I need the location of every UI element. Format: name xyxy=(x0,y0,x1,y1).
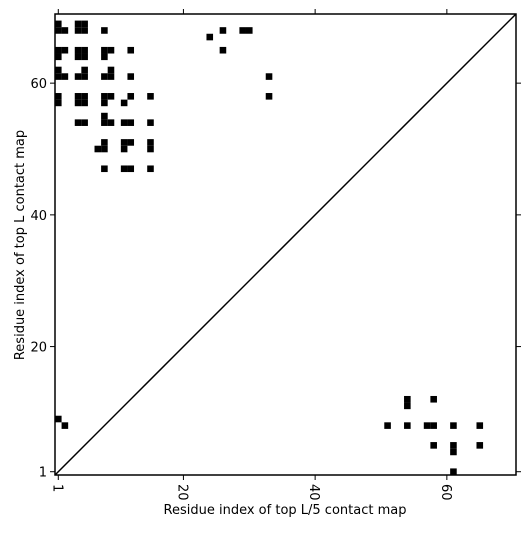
contact-point xyxy=(101,139,108,146)
x-tick-label: 1 xyxy=(49,484,64,492)
contact-point xyxy=(404,422,411,429)
contact-point xyxy=(147,93,154,100)
contact-point xyxy=(81,99,88,107)
contact-point xyxy=(107,66,115,74)
contact-point xyxy=(55,73,62,80)
contact-point xyxy=(430,395,437,403)
x-axis-label: Residue index of top L/5 contact map xyxy=(164,503,407,518)
contact-point xyxy=(74,27,82,34)
contact-point xyxy=(55,46,62,54)
contact-point xyxy=(404,402,411,410)
contact-point xyxy=(101,119,108,126)
y-axis-label: Residue index of top L contact map xyxy=(13,130,28,360)
contact-point xyxy=(147,139,154,146)
contact-point xyxy=(55,27,62,34)
contact-point xyxy=(61,73,69,80)
y-tick-label: 60 xyxy=(30,77,47,92)
contact-point xyxy=(127,139,135,146)
contact-point xyxy=(127,93,135,100)
x-tick-label: 60 xyxy=(438,484,453,501)
contact-point xyxy=(450,442,457,449)
contact-point xyxy=(61,422,69,429)
contact-point xyxy=(450,422,457,429)
contact-point xyxy=(120,139,128,146)
contact-point xyxy=(81,20,88,28)
contact-point xyxy=(101,99,108,107)
contact-point xyxy=(450,468,457,475)
contact-point xyxy=(61,46,69,54)
contact-point xyxy=(450,448,457,456)
contact-point xyxy=(107,93,115,100)
contact-point xyxy=(219,46,227,54)
contact-point xyxy=(74,20,82,28)
contact-point xyxy=(384,422,391,429)
contact-point xyxy=(430,442,437,449)
contact-point xyxy=(101,73,108,80)
contact-point xyxy=(127,46,135,54)
contact-point xyxy=(423,422,431,429)
contact-point xyxy=(127,165,135,173)
contact-point xyxy=(265,93,273,100)
contact-point xyxy=(120,145,128,153)
contact-point xyxy=(101,27,108,34)
contact-point xyxy=(107,46,115,54)
contact-point xyxy=(147,145,154,153)
contact-point xyxy=(55,66,62,74)
contact-point xyxy=(74,73,82,80)
contact-point xyxy=(120,99,128,107)
contact-point xyxy=(81,93,88,100)
contact-point xyxy=(476,422,484,429)
contact-point xyxy=(127,73,135,80)
contact-point xyxy=(265,73,273,80)
contact-point xyxy=(55,20,62,28)
y-tick-label: 40 xyxy=(30,209,47,224)
contact-point xyxy=(147,119,154,126)
contact-point xyxy=(219,27,227,34)
contact-point xyxy=(101,112,108,120)
contact-point xyxy=(81,73,88,80)
contact-point xyxy=(206,33,214,41)
contact-point xyxy=(101,145,108,153)
contact-point xyxy=(55,99,62,107)
contact-point xyxy=(101,53,108,61)
diagonal xyxy=(54,13,517,476)
contact-point xyxy=(476,442,484,449)
contact-point xyxy=(94,145,102,153)
contact-point xyxy=(120,165,128,173)
contact-point xyxy=(81,46,88,54)
contact-point xyxy=(404,395,411,403)
contact-point xyxy=(55,415,62,423)
contact-point xyxy=(81,53,88,61)
contact-point xyxy=(74,46,82,54)
contact-point xyxy=(101,46,108,54)
contact-point xyxy=(127,119,135,126)
contact-point xyxy=(430,422,437,429)
contact-point xyxy=(74,99,82,107)
y-tick-label: 1 xyxy=(39,466,47,481)
contact-point xyxy=(81,27,88,34)
contact-point xyxy=(101,93,108,100)
contact-point xyxy=(107,73,115,80)
contact-point xyxy=(61,27,69,34)
plot-frame xyxy=(54,13,517,476)
contact-point xyxy=(81,66,88,74)
contact-point xyxy=(55,93,62,100)
contact-point xyxy=(74,53,82,61)
contact-point xyxy=(147,165,154,173)
contact-point xyxy=(55,53,62,61)
contact-point xyxy=(81,119,88,126)
contact-point xyxy=(120,119,128,126)
contact-point xyxy=(245,27,253,34)
y-tick-label: 20 xyxy=(30,341,47,356)
contact-point xyxy=(101,165,108,173)
contact-point xyxy=(107,119,115,126)
x-tick-label: 40 xyxy=(306,484,321,501)
contact-point xyxy=(74,119,82,126)
contact-point xyxy=(74,93,82,100)
x-tick-label: 20 xyxy=(174,484,189,501)
contact-point xyxy=(239,27,246,34)
